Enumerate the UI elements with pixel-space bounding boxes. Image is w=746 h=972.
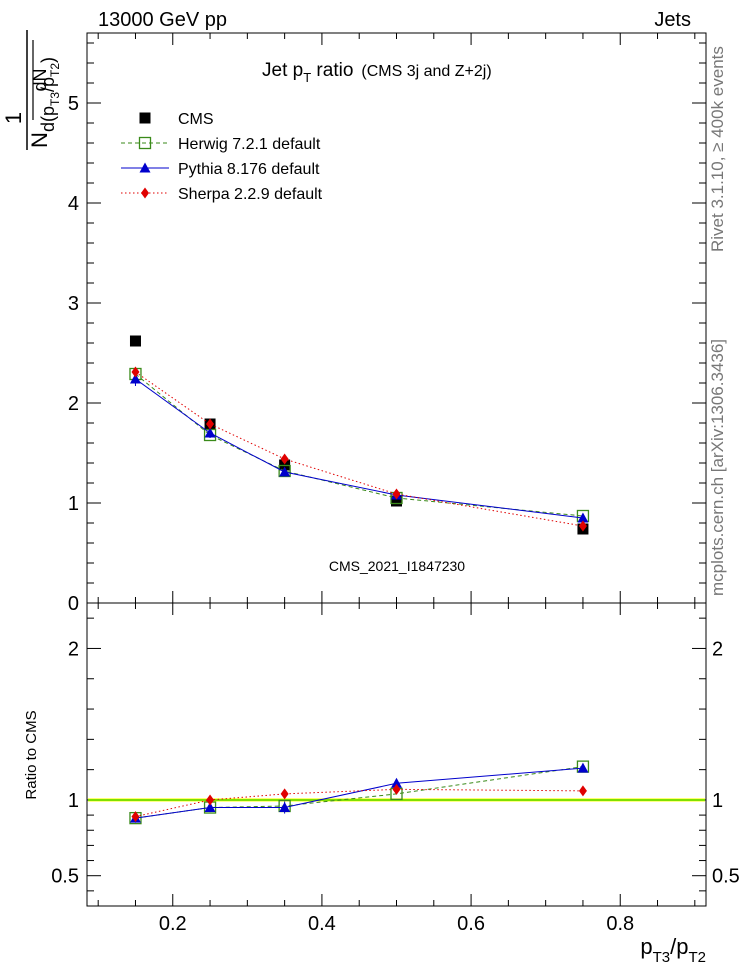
ratio-y-tick-label-right: 1 (712, 790, 723, 812)
ylabel-dn: dN (30, 68, 50, 91)
sherpa-ratio-point (392, 783, 401, 795)
pythia-ratio-point (279, 802, 291, 813)
energy-label: 13000 GeV pp (98, 9, 227, 31)
chart-title-note: (CMS 3j and Z+2j) (361, 63, 491, 80)
pythia-ratio-point (577, 762, 589, 773)
sherpa-ratio-line (135, 788, 583, 818)
sherpa-ratio-point (206, 794, 215, 806)
xlabel: pT3/pT2 (640, 934, 706, 966)
x-tick-label: 0.4 (308, 913, 336, 935)
sherpa-ratio-point (578, 785, 587, 797)
herwig-line (135, 373, 583, 517)
ratio-y-tick-label: 1 (68, 790, 79, 812)
ylabel-n: N (27, 132, 52, 148)
analysis-watermark: CMS_2021_I1847230 (329, 558, 465, 574)
pythia-point (129, 373, 141, 384)
cms-legend-label: CMS (178, 111, 214, 128)
y-tick-label: 1 (68, 493, 79, 515)
sherpa-legend-marker (141, 187, 149, 199)
ratio-y-tick-label: 0.5 (51, 866, 79, 888)
sherpa-line (135, 371, 584, 527)
mcplots-label: mcplots.cern.ch [arXiv:1306.3436] (708, 339, 727, 596)
pythia-point (204, 427, 216, 438)
herwig-legend-marker (138, 136, 152, 150)
ylabel-close: ) (38, 57, 58, 63)
ylabel-d: d(p (38, 106, 58, 132)
x-tick-label: 0.6 (457, 913, 485, 935)
cms-legend-marker (139, 112, 151, 124)
ratio-y-tick-label-right: 2 (712, 638, 723, 660)
pythia-line (135, 378, 584, 519)
axis-ticks: 0.2 0.4 0.6 0.8 0 1 2 3 4 5 0.5 0.5 1 1 2 2 (51, 33, 740, 935)
y-tick-label: 3 (68, 293, 79, 315)
y-tick-label: 4 (68, 193, 79, 215)
pythia-ratio-point (391, 777, 402, 788)
sherpa-ratio-point (280, 788, 289, 800)
sherpa-point (392, 488, 401, 500)
chart-title-sub: T (303, 70, 311, 85)
xlabel-p1: p (640, 934, 652, 959)
sherpa-point (578, 520, 587, 532)
herwig-ratio-line (135, 766, 584, 819)
pythia-point (577, 512, 589, 523)
ylabel-slash: /p (38, 77, 58, 92)
pythia-ratio-point (204, 802, 216, 813)
process-label: Jets (654, 9, 691, 31)
ratio-panel-frame (86, 602, 707, 907)
sherpa-point (131, 366, 140, 378)
pythia-legend-label: Pythia 8.176 default (178, 161, 320, 178)
ylabel-denominator: d(pT3/pT2) (38, 57, 62, 132)
sherpa-point (280, 453, 289, 465)
sherpa-legend-label: Sherpa 2.2.9 default (178, 186, 323, 203)
sherpa-point (206, 418, 215, 430)
herwig-legend-label: Herwig 7.2.1 default (178, 136, 321, 153)
pythia-point (279, 466, 291, 477)
chart-title: Jet pT ratio (CMS 3j and Z+2j) (262, 60, 492, 85)
y-tick-label: 5 (68, 93, 79, 115)
x-tick-label: 0.8 (606, 913, 634, 935)
y-tick-label: 0 (68, 593, 79, 615)
ylabel-sub1: T3 (48, 92, 62, 106)
main-ylabel: 1 N dN d(pT3/pT2) (1, 30, 62, 150)
x-tick-label: 0.2 (159, 913, 187, 935)
ratio-y-tick-label-right: 0.5 (712, 866, 740, 888)
ratio-ylabel: Ratio to CMS (23, 710, 40, 799)
xlabel-slash: /p (670, 934, 688, 959)
chart-title-rest: ratio (311, 60, 353, 81)
xlabel-s2: T2 (688, 949, 706, 966)
cms-point (129, 335, 141, 347)
rivet-label: Rivet 3.1.10, ≥ 400k events (708, 46, 727, 252)
main-series (129, 335, 590, 535)
y-tick-label: 2 (68, 393, 79, 415)
sherpa-ratio-point (131, 811, 140, 823)
ratio-y-tick-label: 2 (68, 638, 79, 660)
ylabel-one: 1 (1, 112, 26, 124)
cms-point (391, 495, 402, 507)
ylabel-sub2: T2 (48, 63, 62, 77)
legend: CMS Herwig 7.2.1 default Pythia 8.176 defa… (121, 111, 323, 203)
pythia-ratio-line (135, 767, 583, 819)
xlabel-s1: T3 (653, 949, 671, 966)
pythia-legend-marker (139, 162, 151, 173)
ratio-series (129, 760, 590, 825)
chart-title-main: Jet p (262, 60, 303, 81)
